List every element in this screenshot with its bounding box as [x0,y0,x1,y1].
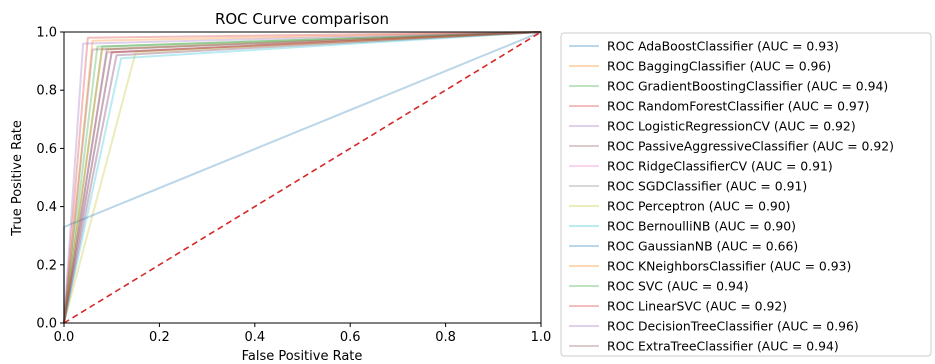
legend-label: ROC ExtraTreeClassifier (AUC = 0.94) [607,339,839,354]
legend-label: ROC RandomForestClassifier (AUC = 0.97) [607,99,870,114]
legend-label: ROC DecisionTreeClassifier (AUC = 0.96) [607,319,859,334]
y-axis-ticks: 0.0 0.2 0.4 0.6 0.8 1.0 [36,26,64,332]
x-axis-ticks: 0.0 0.2 0.4 0.6 0.8 1.0 [54,323,552,345]
roc-curve-13 [63,31,542,324]
legend-label: ROC SGDClassifier (AUC = 0.91) [607,179,807,194]
x-tick-label: 0.0 [54,330,75,345]
roc-curve-1 [63,31,542,324]
y-tick-label: 0.6 [36,142,57,157]
legend-label: ROC BernoulliNB (AUC = 0.90) [607,219,796,234]
roc-curve-5 [63,31,542,324]
legend-label: ROC PassiveAggressiveClassifier (AUC = 0… [607,139,894,154]
x-tick-label: 0.6 [340,330,361,345]
y-tick-label: 0.0 [36,317,57,332]
legend-label: ROC Perceptron (AUC = 0.90) [607,199,791,214]
legend: ROC AdaBoostClassifier (AUC = 0.93) ROC B… [560,32,932,357]
x-tick-label: 0.4 [244,330,265,345]
y-axis-label: True Positive Rate [10,120,25,237]
roc-curve-14 [63,31,542,324]
y-tick-label: 0.8 [36,84,57,99]
legend-label: ROC KNeighborsClassifier (AUC = 0.93) [607,259,851,274]
legend-label: ROC GaussianNB (AUC = 0.66) [607,239,798,254]
roc-curve-8 [63,31,542,324]
legend-label: ROC SVC (AUC = 0.94) [607,279,749,294]
roc-curve-15 [63,31,542,324]
roc-curve-12 [63,31,542,324]
roc-curve-16 [63,31,542,324]
chance-diagonal-line [63,31,542,324]
legend-frame [560,32,932,357]
plot-area [63,31,542,324]
x-tick-label: 1.0 [531,330,552,345]
legend-label: ROC LogisticRegressionCV (AUC = 0.92) [607,119,856,134]
legend-label: ROC GradientBoostingClassifier (AUC = 0.… [607,79,888,94]
plot-frame [63,31,542,324]
legend-label: ROC BaggingClassifier (AUC = 0.96) [607,59,831,74]
y-tick-label: 1.0 [36,26,57,41]
roc-curve-9 [63,31,542,324]
roc-curve-4 [63,31,542,324]
roc-curve-7 [63,31,542,324]
roc-curve-6 [63,31,542,324]
legend-label: ROC RidgeClassifierCV (AUC = 0.91) [607,159,833,174]
roc-curve-2 [63,31,542,324]
y-tick-label: 0.2 [36,258,57,273]
x-axis-label: False Positive Rate [242,349,363,364]
chart-title: ROC Curve comparison [215,10,389,28]
y-tick-label: 0.4 [36,200,57,215]
roc-curve-10 [63,31,542,324]
legend-label: ROC LinearSVC (AUC = 0.92) [607,299,787,314]
x-tick-label: 0.8 [435,330,456,345]
roc-curve-3 [63,31,542,324]
legend-label: ROC AdaBoostClassifier (AUC = 0.93) [607,39,839,54]
x-tick-label: 0.2 [149,330,170,345]
